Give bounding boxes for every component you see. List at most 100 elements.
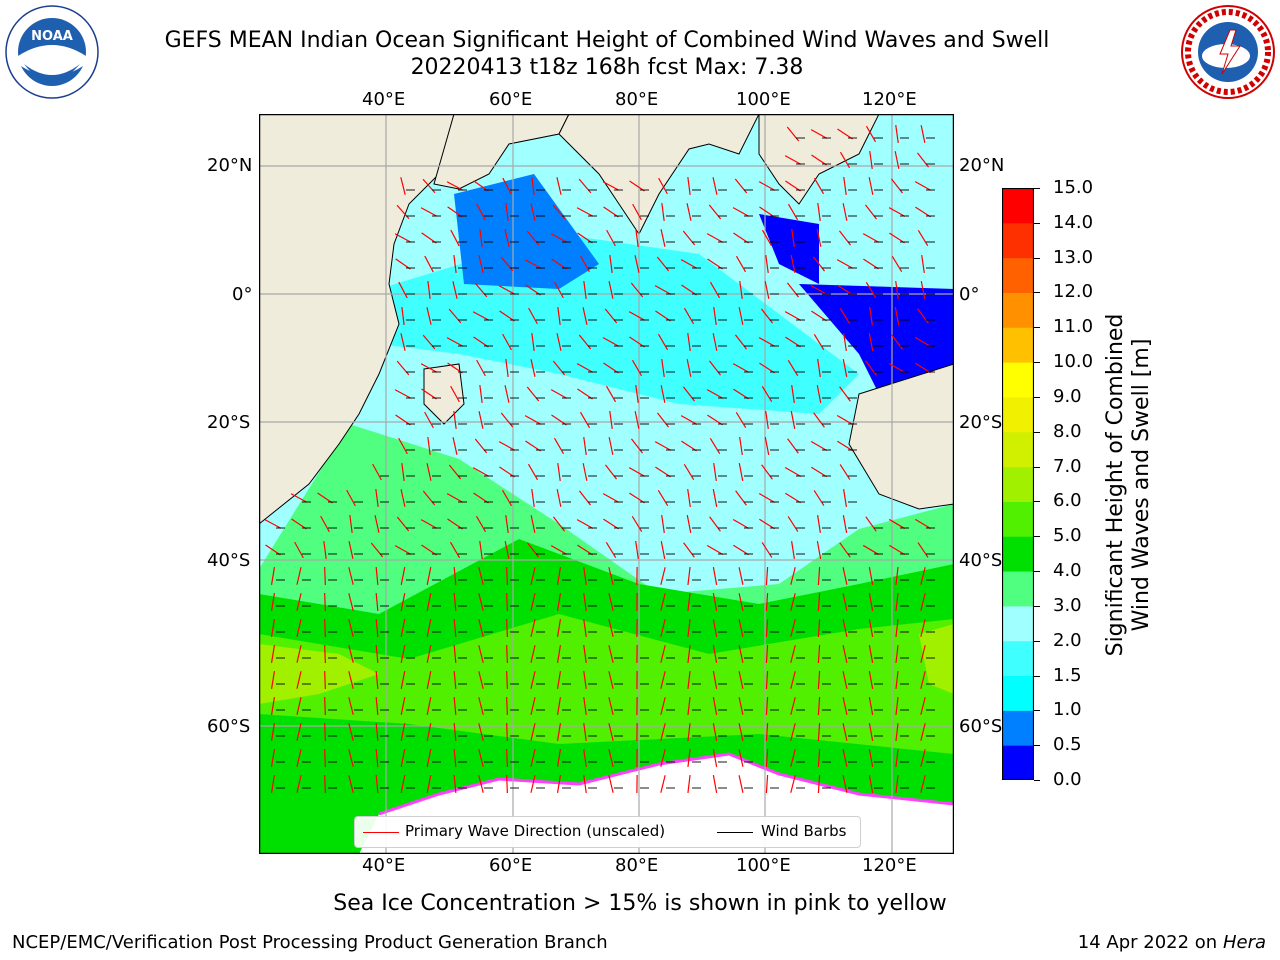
wave-direction-arrow [478, 593, 484, 611]
colorbar-block [1002, 396, 1034, 433]
wave-direction-arrow [375, 644, 379, 664]
wave-direction-arrow [506, 670, 508, 690]
wave-direction-arrow [790, 723, 796, 741]
colorbar-tick-mark [1034, 362, 1040, 364]
wave-direction-arrow [400, 593, 406, 611]
wave-direction-arrow [836, 415, 854, 425]
footer-date-text: 14 Apr 2022 on [1077, 932, 1223, 953]
wave-direction-arrow [447, 362, 463, 374]
wave-direction-arrow [628, 467, 646, 477]
lat-tick-left-40s: 40°S [207, 550, 251, 571]
wave-direction-arrow [453, 748, 457, 768]
colorbar-block [1002, 222, 1034, 259]
wave-direction-arrow [290, 493, 308, 503]
wave-direction-arrow [324, 774, 326, 794]
wave-direction-arrow [791, 541, 795, 559]
wave-direction-arrow [868, 749, 874, 767]
wave-direction-arrow [579, 411, 591, 429]
wave-direction-arrow [348, 671, 354, 689]
wave-direction-arrow [400, 697, 406, 715]
wave-direction-arrow [895, 618, 899, 638]
wave-direction-arrow [400, 749, 406, 767]
wave-direction-arrow [920, 671, 926, 689]
wave-direction-arrow [453, 410, 457, 430]
wave-direction-arrow [608, 749, 614, 767]
lat-tick-right-20s: 20°S [959, 412, 1003, 433]
wave-direction-arrow [765, 566, 769, 586]
wave-direction-arrow [712, 489, 718, 507]
wave-direction-arrow [583, 723, 587, 741]
wave-direction-arrow [401, 306, 405, 326]
wave-direction-arrow [501, 489, 513, 507]
wave-direction-arrow [895, 644, 899, 664]
wave-direction-arrow [920, 697, 926, 715]
wave-direction-arrow [868, 333, 874, 351]
wave-direction-arrow [712, 645, 718, 663]
wave-direction-arrow [760, 308, 774, 324]
wave-direction-arrow [556, 489, 562, 507]
wave-direction-arrow [583, 593, 587, 611]
wave-direction-arrow [605, 542, 617, 558]
lon-tick-top-120e: 120°E [862, 89, 917, 110]
wave-direction-arrow [296, 775, 302, 793]
wave-direction-arrow [655, 466, 671, 478]
wave-direction-arrow [738, 567, 744, 585]
wave-direction-arrow [556, 723, 562, 741]
wave-direction-arrow [630, 282, 644, 298]
wave-direction-arrow [707, 414, 723, 426]
lat-tick-right-60s: 60°S [959, 716, 1003, 737]
wave-direction-arrow [891, 256, 903, 272]
wave-direction-arrow [603, 518, 619, 530]
wave-direction-arrow [422, 490, 436, 506]
colorbar-tick-mark [1034, 396, 1040, 398]
colorbar-tick-mark [1034, 501, 1040, 503]
wave-direction-arrow [420, 519, 438, 529]
wave-direction-arrow [738, 775, 744, 793]
colorbar-tick-label: 9.0 [1053, 385, 1082, 407]
wave-direction-arrow [608, 697, 614, 715]
wave-direction-arrow [400, 645, 406, 663]
wave-direction-arrow [583, 567, 587, 585]
wave-direction-arrow [270, 671, 276, 689]
wave-direction-arrow [348, 541, 354, 559]
wave-direction-arrow [526, 542, 540, 558]
wave-direction-arrow [817, 722, 821, 742]
colorbar-tick-label: 4.0 [1053, 560, 1082, 582]
wave-direction-arrow [472, 311, 490, 321]
wave-direction-arrow [687, 618, 691, 638]
wave-direction-arrow [813, 177, 825, 195]
primary-wave-direction-swatch [363, 832, 399, 833]
sea-ice-edge [378, 752, 954, 816]
wave-direction-arrow [375, 670, 379, 690]
lat-tick-left-0: 0° [232, 284, 253, 305]
wave-direction-arrow [531, 332, 535, 352]
wave-direction-arrow [530, 567, 536, 585]
wave-direction-arrow [865, 282, 877, 298]
wave-direction-arrow [324, 722, 326, 742]
wave-direction-arrow [608, 281, 614, 299]
wave-direction-arrow [375, 774, 379, 794]
colorbar-tick-mark [1034, 431, 1040, 433]
map-border [259, 114, 954, 854]
wave-direction-arrow [888, 544, 906, 556]
wave-direction-arrow [506, 696, 508, 716]
wave-direction-arrow [869, 151, 873, 169]
wave-direction-arrow [713, 307, 717, 325]
wave-direction-arrow [400, 567, 406, 585]
wave-direction-arrow [550, 233, 568, 243]
colorbar-tick-label: 0.5 [1053, 734, 1082, 756]
lon-tick-top-60e: 60°E [489, 89, 533, 110]
wave-direction-arrow [784, 311, 802, 321]
wave-direction-arrow [837, 284, 853, 296]
wave-direction-arrow [683, 307, 695, 325]
wave-direction-arrow [735, 490, 747, 506]
wave-direction-arrow [868, 593, 874, 611]
colorbar-tick-label: 15.0 [1053, 177, 1094, 198]
wave-direction-arrow [843, 333, 847, 351]
wave-direction-arrow [526, 386, 540, 402]
wave-direction-arrow [865, 360, 877, 376]
wave-direction-arrow [478, 645, 484, 663]
wave-direction-arrow [842, 775, 848, 793]
colorbar-label-line2: Wind Waves and Swell [m] [1129, 338, 1154, 632]
wave-direction-arrow [712, 593, 718, 611]
